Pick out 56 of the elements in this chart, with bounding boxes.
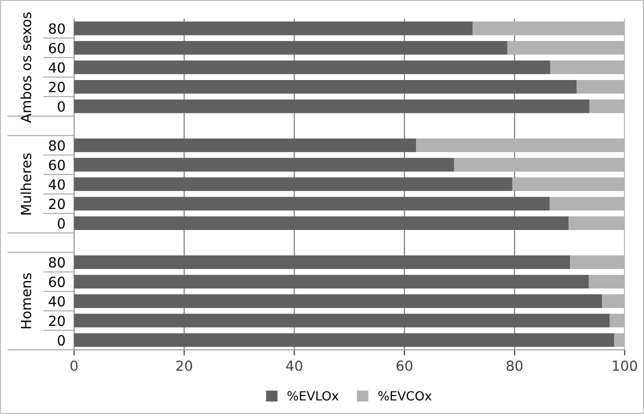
bar	[454, 158, 625, 172]
bar	[589, 99, 625, 114]
x-tick-label: 80	[506, 360, 522, 371]
legend-label: %EVCOx	[378, 391, 432, 401]
bar	[512, 177, 625, 192]
bar	[472, 22, 625, 36]
x-tick-label: 20	[176, 360, 192, 371]
bar	[74, 60, 550, 74]
y-tick-label: 80	[48, 23, 65, 34]
y-tick-label: 0	[58, 218, 65, 229]
y-tick-label: 20	[49, 82, 65, 92]
y-tick-label: 80	[48, 257, 65, 268]
bar	[74, 274, 589, 288]
bar	[74, 138, 416, 152]
bar	[550, 196, 625, 211]
text: Ambos os sexos	[20, 12, 32, 123]
y-tick-label: 0	[58, 101, 65, 112]
bar	[74, 196, 550, 211]
y-tick-label: 60	[49, 42, 65, 54]
bar	[74, 314, 610, 328]
y-tick-label: 40	[48, 179, 65, 190]
x-tick-label: 60	[396, 360, 412, 371]
text: Mulheres	[20, 153, 32, 214]
bar	[74, 177, 512, 192]
y-tick-label: 0	[58, 335, 65, 346]
y-tick-label: 20	[49, 198, 65, 210]
bar	[588, 274, 625, 288]
y-tick-label: 40	[48, 62, 65, 73]
text: Homens	[20, 273, 32, 328]
bar	[507, 41, 625, 55]
y-tick-label: 60	[49, 160, 65, 170]
bar	[550, 60, 625, 74]
bar	[576, 80, 625, 94]
bar	[74, 294, 602, 308]
bar	[74, 99, 590, 114]
bar	[610, 314, 625, 328]
y-tick-label: 20	[49, 316, 65, 326]
bar	[74, 41, 508, 55]
bar	[74, 158, 454, 172]
x-tick-label: 0	[70, 360, 78, 371]
y-tick-label: 60	[49, 276, 65, 288]
y-tick-label: 40	[48, 296, 65, 307]
bar	[568, 216, 625, 230]
bar	[74, 22, 473, 36]
x-tick-label: 100	[612, 360, 638, 371]
bar	[74, 80, 577, 94]
x-tick-label: 40	[286, 360, 302, 371]
bar	[416, 138, 625, 152]
bar	[570, 255, 625, 269]
legend-label: %EVLOx	[288, 391, 338, 401]
bar	[614, 333, 625, 347]
bar	[602, 294, 625, 308]
bar	[74, 333, 614, 347]
bar	[74, 216, 569, 230]
bar	[74, 255, 570, 269]
y-tick-label: 80	[48, 140, 65, 151]
